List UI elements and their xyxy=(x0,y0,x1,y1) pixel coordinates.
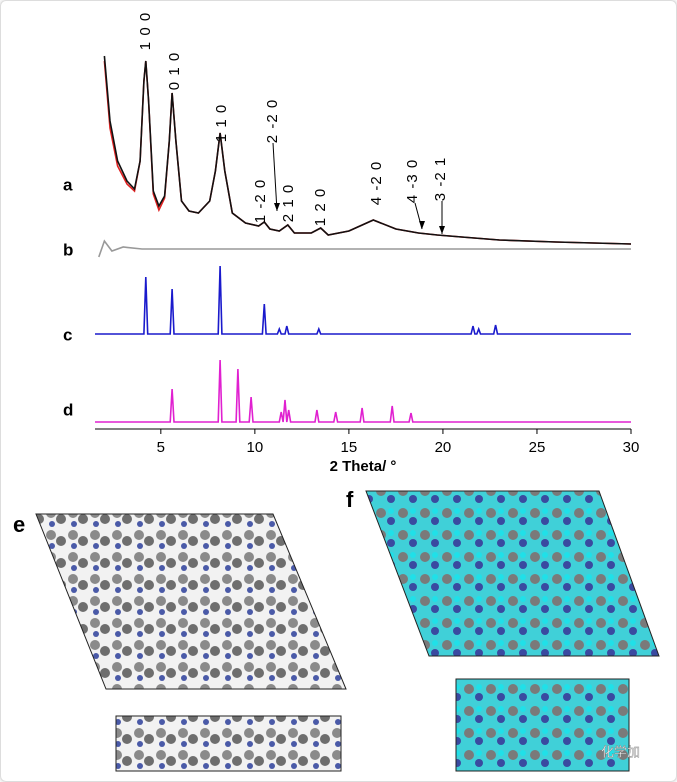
panel-label: f xyxy=(346,487,354,512)
peak-label: 1 0 0 xyxy=(137,12,154,50)
peak-label: 1 -2 0 xyxy=(252,179,269,223)
peak-label: 1 1 0 xyxy=(213,104,230,142)
x-tick-label: 5 xyxy=(157,439,165,456)
arrow-head xyxy=(274,203,280,211)
panel-label: e xyxy=(13,512,25,537)
series-line xyxy=(98,239,631,258)
series-line xyxy=(95,359,631,423)
series-line xyxy=(103,60,632,245)
arrow-head xyxy=(439,226,445,234)
peak-arrow xyxy=(272,142,278,212)
series-label: b xyxy=(63,240,73,259)
peak-label: 2 -2 0 xyxy=(264,99,281,143)
x-axis-label: 2 Theta/ ° xyxy=(330,458,397,475)
watermark: 化学加 xyxy=(601,744,640,759)
series-label: d xyxy=(63,400,73,419)
x-tick-label: 20 xyxy=(435,439,452,456)
series-label: a xyxy=(63,175,73,194)
peak-label: 2 1 0 xyxy=(280,184,297,222)
peak-label: 0 1 0 xyxy=(166,52,183,90)
series-line xyxy=(95,265,631,335)
peak-label: 1 2 0 xyxy=(312,188,329,226)
peak-label: 4 -3 0 xyxy=(404,159,421,203)
peak-label: 4 -2 0 xyxy=(368,161,385,205)
x-tick-label: 15 xyxy=(341,439,358,456)
peak-label: 3 -2 1 xyxy=(432,157,449,201)
x-tick-label: 10 xyxy=(247,439,264,456)
x-tick-label: 25 xyxy=(529,439,546,456)
x-tick-label: 30 xyxy=(623,439,640,456)
structure-f xyxy=(365,490,660,772)
arrow-head xyxy=(419,221,425,229)
structure-e xyxy=(35,513,347,772)
series-line xyxy=(103,55,632,245)
series-label: c xyxy=(63,325,72,344)
